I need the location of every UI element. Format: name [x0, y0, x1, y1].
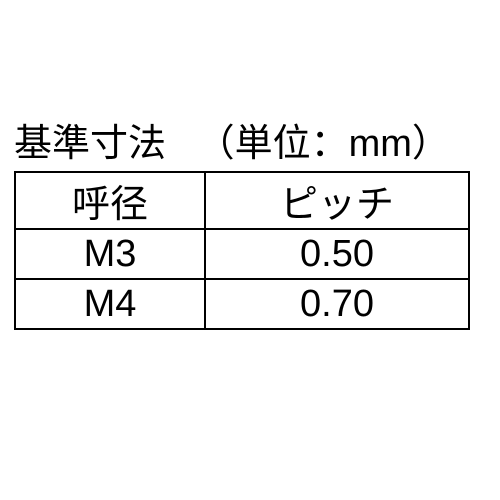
table-title: 基準寸法 （単位：mm） — [14, 112, 500, 167]
cell-diameter: M3 — [15, 229, 205, 279]
col-header-diameter: 呼径 — [15, 172, 205, 229]
cell-diameter: M4 — [15, 279, 205, 329]
col-header-pitch: ピッチ — [205, 172, 469, 229]
cell-pitch: 0.70 — [205, 279, 469, 329]
table-row: M3 0.50 — [15, 229, 469, 279]
title-unit: （単位：mm） — [197, 112, 450, 167]
figure-container: 基準寸法 （単位：mm） 呼径 ピッチ M3 0.50 M4 0.70 — [0, 0, 500, 500]
table-row: M4 0.70 — [15, 279, 469, 329]
title-left: 基準寸法 — [14, 112, 166, 167]
table-header-row: 呼径 ピッチ — [15, 172, 469, 229]
spec-table: 呼径 ピッチ M3 0.50 M4 0.70 — [14, 171, 470, 330]
cell-pitch: 0.50 — [205, 229, 469, 279]
